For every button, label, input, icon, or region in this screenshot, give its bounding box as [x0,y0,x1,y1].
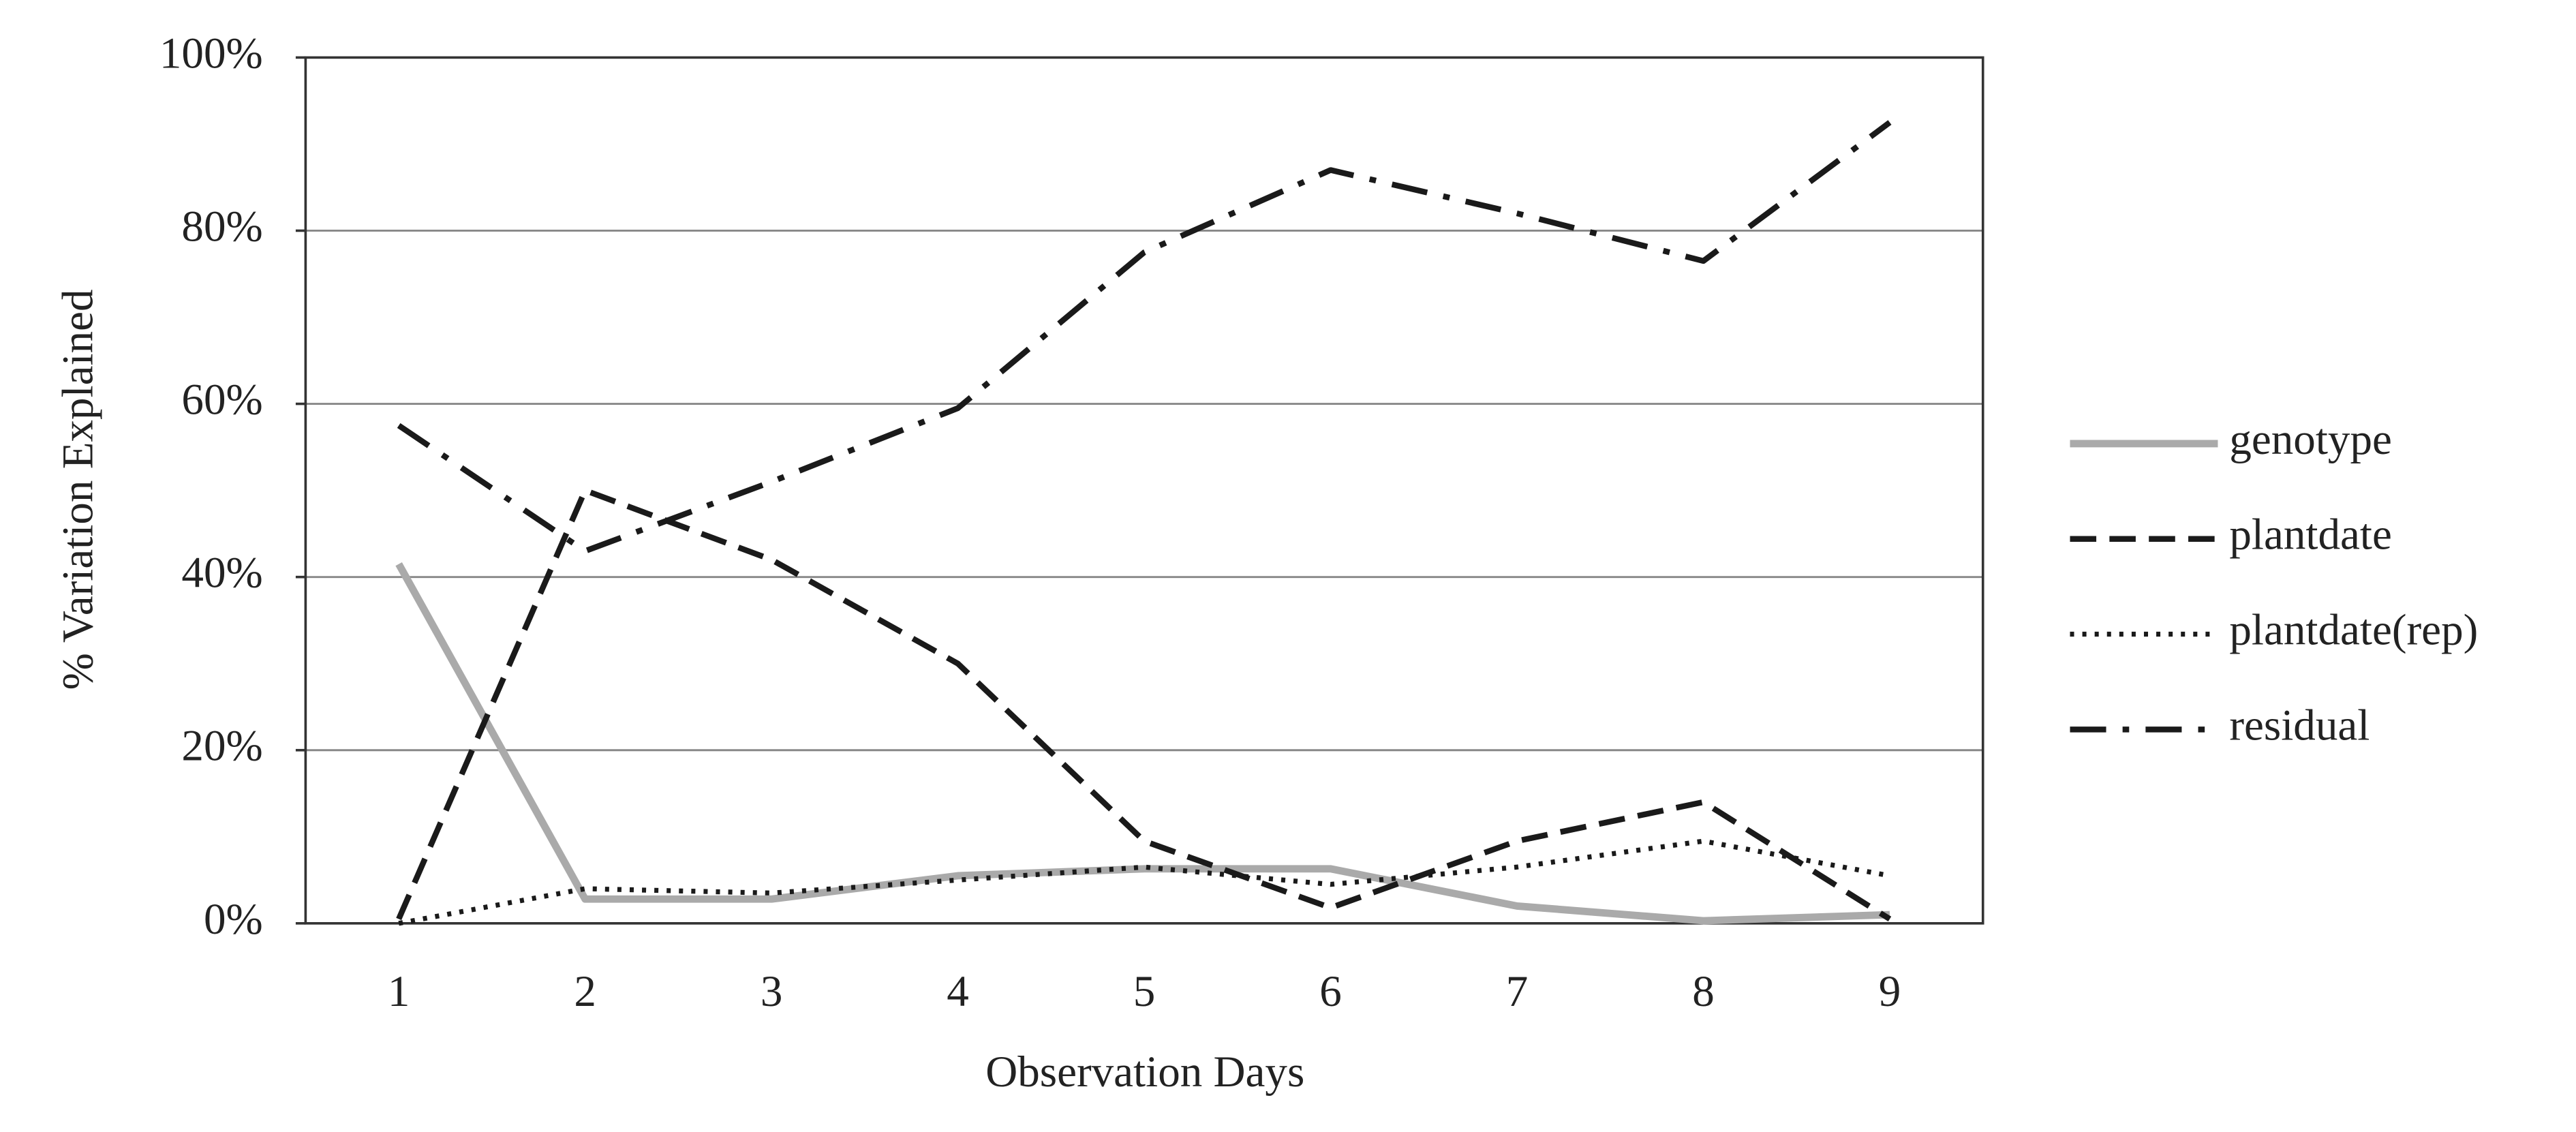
y-tick-label: 100% [159,29,263,78]
y-tick-label: 40% [181,549,262,598]
series-line [395,562,1890,925]
series-line [398,838,1890,926]
legend-label: genotype [2229,415,2392,464]
legend-label: plantdate [2229,510,2392,560]
x-tick-label: 2 [574,967,596,1016]
x-tick-label: 7 [1506,967,1529,1016]
y-tick-label: 0% [204,895,263,944]
series-line [397,120,1892,554]
x-tick-label: 6 [1319,967,1342,1016]
legend-label: plantdate(rep) [2229,605,2478,654]
x-tick-label: 3 [761,967,783,1016]
x-tick-label: 1 [388,967,410,1016]
plot-frame [304,56,1984,925]
x-tick-label: 4 [947,967,969,1016]
x-tick-label: 8 [1692,967,1715,1016]
x-axis-title: Observation Days [985,1047,1304,1097]
y-axis-title: % Variation Explained [53,289,102,690]
y-tick-label: 80% [181,202,262,251]
y-tick-label: 20% [181,722,262,771]
y-tick-label: 60% [181,376,262,425]
legend-label: residual [2229,701,2370,750]
x-tick-label: 5 [1133,967,1156,1016]
x-tick-label: 9 [1879,967,1901,1016]
series-line [396,487,1892,922]
